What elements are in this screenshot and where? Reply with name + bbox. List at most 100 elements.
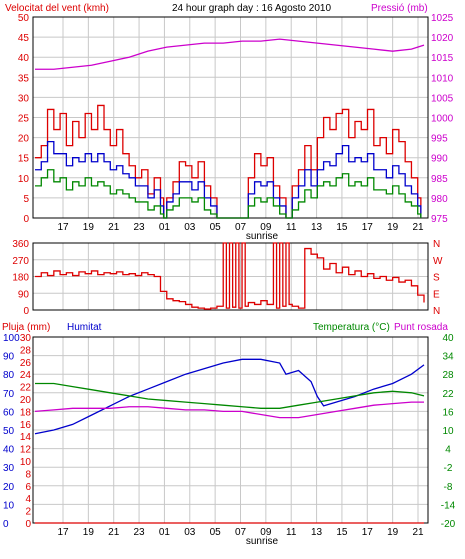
humidity-tick-label: 60: [3, 407, 15, 418]
x-tick-label: 07: [235, 527, 247, 538]
wind-tick-label: 45: [18, 33, 30, 44]
temperature-tick-label: 28: [442, 370, 454, 381]
direction-tick-label: 180: [12, 273, 29, 284]
x-tick-label: 13: [311, 222, 323, 233]
rain-tick-label: 26: [20, 358, 32, 369]
x-tick-label: 09: [260, 527, 272, 538]
humidity-tick-label: 100: [3, 333, 20, 344]
dewpoint-axis-title: Punt rosada: [394, 322, 448, 333]
x-tick-label: 17: [57, 222, 69, 233]
pressure-tick-label: 1020: [431, 33, 454, 44]
wind-tick-label: 0: [23, 214, 29, 225]
x-tick-label: 17: [57, 527, 69, 538]
rain-tick-label: 4: [25, 494, 31, 505]
x-tick-label: 23: [134, 222, 146, 233]
x-tick-label: 07: [235, 222, 247, 233]
direction-tick-label: 360: [12, 239, 29, 250]
x-tick-label: 15: [336, 527, 348, 538]
humidity-tick-label: 90: [3, 352, 15, 363]
series-line: [35, 169, 422, 219]
humidity-tick-label: 30: [3, 463, 15, 474]
rain-tick-label: 24: [20, 370, 32, 381]
x-tick-label: 17: [362, 222, 374, 233]
rain-tick-label: 18: [20, 407, 32, 418]
pressure-tick-label: 975: [431, 214, 448, 225]
wind-tick-label: 50: [18, 13, 30, 24]
temperature-tick-label: 10: [442, 426, 454, 437]
rain-tick-label: 30: [20, 333, 32, 344]
rain-humidity-temperature-panel: 0246810121416182022242628300102030405060…: [3, 333, 456, 547]
rain-tick-label: 8: [25, 469, 31, 480]
temperature-tick-label: 4: [445, 445, 451, 456]
series-line: [35, 242, 425, 310]
pressure-tick-label: 995: [431, 134, 448, 145]
x-tick-label: 17: [362, 527, 374, 538]
x-tick-label: 03: [184, 222, 196, 233]
temperature-tick-label: -2: [444, 463, 453, 474]
rain-tick-label: 0: [25, 519, 31, 530]
pressure-axis-title: Pressió (mb): [371, 3, 428, 14]
x-tick-label: 15: [336, 222, 348, 233]
temperature-tick-label: 16: [442, 407, 454, 418]
x-tick-label: 01: [159, 527, 171, 538]
series-line: [35, 382, 425, 409]
compass-label: N: [433, 239, 440, 250]
pressure-tick-label: 985: [431, 174, 448, 185]
rain-tick-label: 14: [20, 432, 32, 443]
humidity-tick-label: 0: [3, 519, 9, 530]
rain-tick-label: 2: [25, 507, 31, 518]
pressure-tick-label: 1015: [431, 53, 454, 64]
temperature-tick-label: -8: [444, 482, 453, 493]
x-tick-label: 21: [412, 222, 424, 233]
x-tick-label: 21: [108, 527, 120, 538]
rain-tick-label: 10: [20, 457, 32, 468]
series-line: [35, 38, 425, 70]
x-tick-label: 11: [286, 222, 297, 233]
x-tick-label: 21: [412, 527, 424, 538]
x-tick-label: 05: [210, 222, 222, 233]
wind-tick-label: 20: [18, 134, 30, 145]
wind-tick-label: 25: [18, 114, 30, 125]
x-tick-label: 19: [387, 222, 399, 233]
compass-label: N: [433, 306, 440, 317]
compass-label: S: [433, 273, 440, 284]
compass-label: W: [433, 256, 443, 267]
wind-speed-axis-title: Velocitat del vent (kmh): [5, 3, 109, 14]
x-tick-label: 03: [184, 527, 196, 538]
pressure-tick-label: 990: [431, 154, 448, 165]
direction-tick-label: 0: [23, 306, 29, 317]
direction-tick-label: 90: [18, 289, 30, 300]
rain-tick-label: 12: [20, 445, 32, 456]
pressure-tick-label: 980: [431, 194, 448, 205]
x-tick-label: 19: [83, 527, 95, 538]
humidity-tick-label: 10: [3, 500, 15, 511]
x-tick-label: 05: [210, 527, 222, 538]
rain-tick-label: 6: [25, 482, 31, 493]
wind-tick-label: 15: [18, 154, 30, 165]
graph-title: 24 hour graph day : 16 Agosto 2010: [172, 3, 331, 14]
temperature-axis-title: Temperatura (°C): [313, 322, 390, 333]
humidity-axis-title: Humitat: [67, 322, 102, 333]
x-tick-label: 21: [108, 222, 120, 233]
temperature-tick-label: 40: [442, 333, 454, 344]
x-tick-label: 11: [286, 527, 297, 538]
wind-tick-label: 5: [23, 194, 29, 205]
humidity-tick-label: 50: [3, 426, 15, 437]
x-tick-label: 19: [83, 222, 95, 233]
pressure-tick-label: 1005: [431, 93, 454, 104]
compass-label: E: [433, 289, 440, 300]
wind-tick-label: 35: [18, 73, 30, 84]
pressure-tick-label: 1025: [431, 13, 454, 24]
wind-tick-label: 10: [18, 174, 30, 185]
wind-pressure-panel: 0510152025303540455097598098599099510001…: [18, 13, 454, 242]
series-line: [34, 401, 424, 419]
rain-tick-label: 20: [20, 395, 32, 406]
humidity-tick-label: 40: [3, 445, 15, 456]
rain-tick-label: 16: [20, 420, 32, 431]
x-tick-label: 13: [311, 527, 323, 538]
pressure-tick-label: 1000: [431, 114, 454, 125]
x-tick-label: 09: [260, 222, 272, 233]
temperature-tick-label: -14: [441, 500, 456, 511]
